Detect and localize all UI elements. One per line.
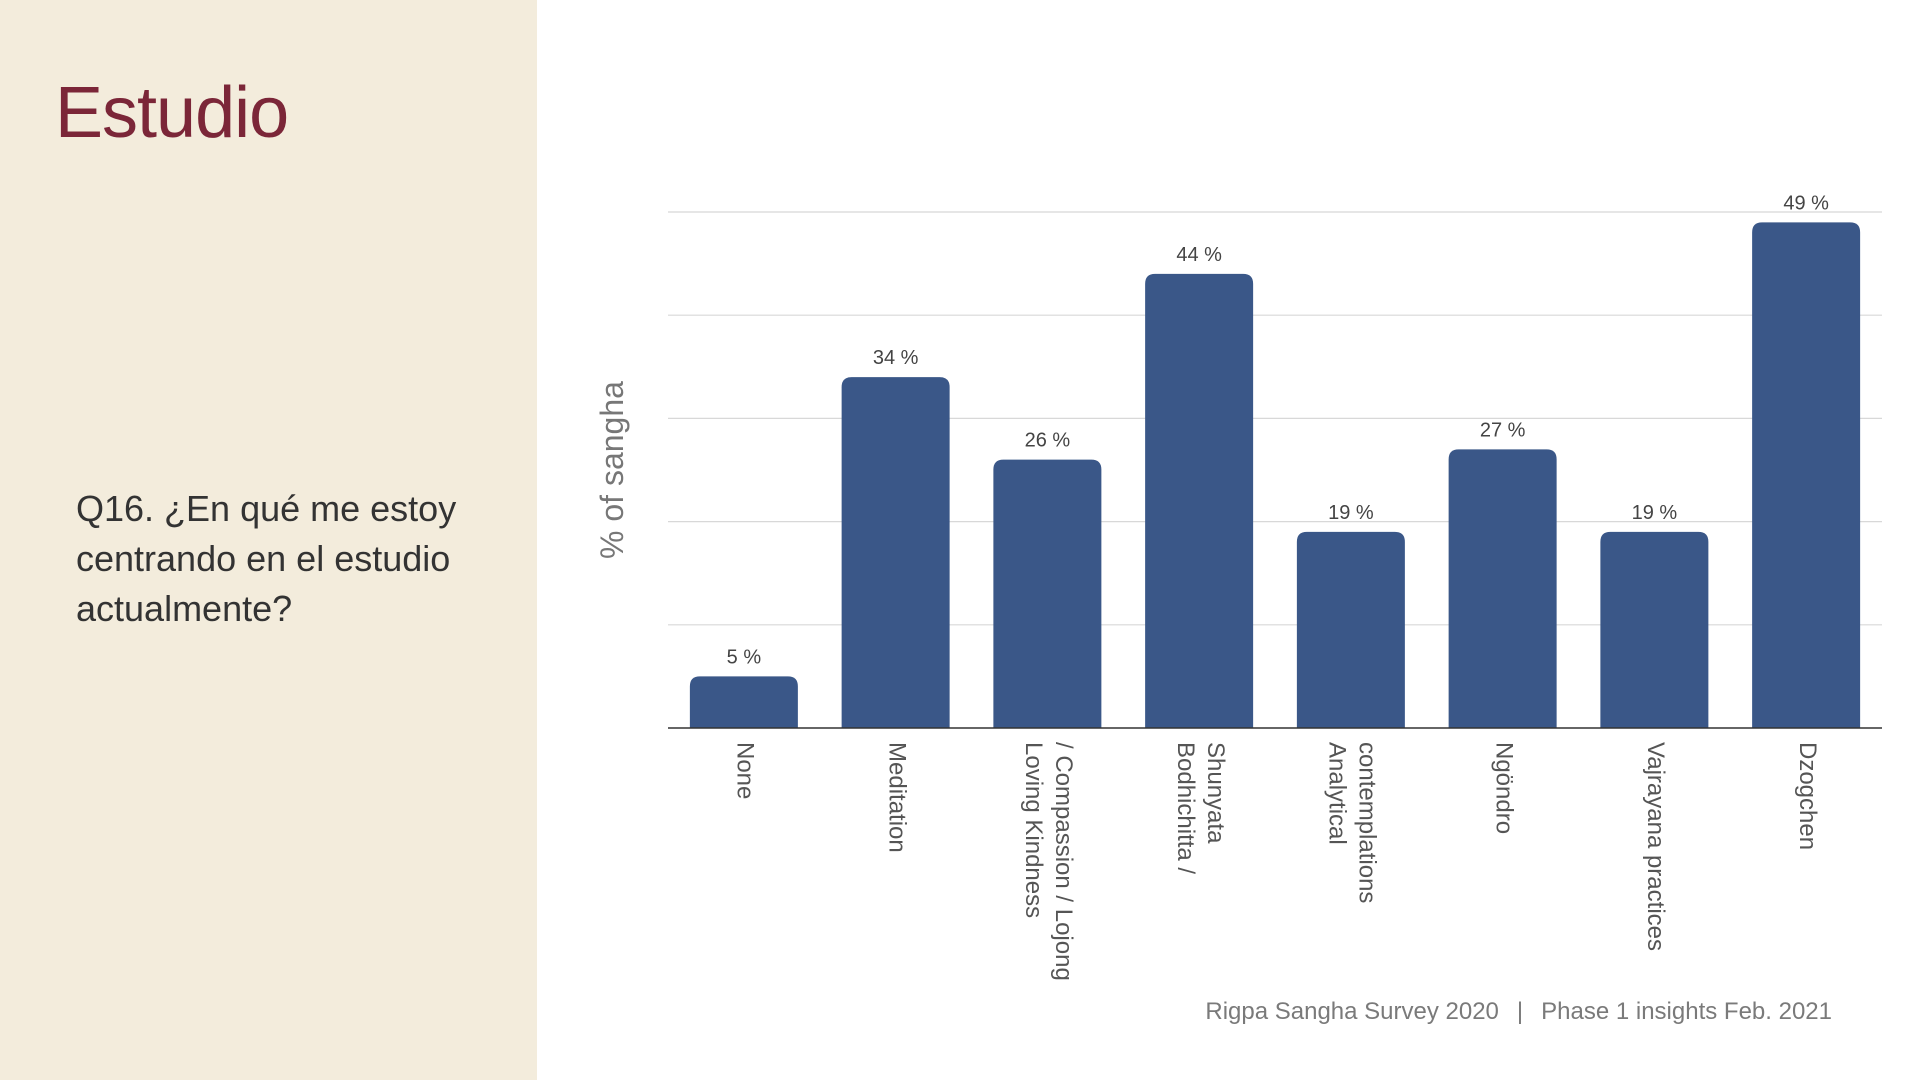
question-text: Q16. ¿En qué me estoy centrando en el es…	[76, 488, 457, 629]
value-labels: 5 % 34 % 26 % 44 % 19 % 27 % 19 % 49 %	[727, 192, 1829, 668]
left-panel	[0, 0, 537, 1080]
bar	[841, 377, 950, 728]
category-label: Analytical contemplations	[1324, 742, 1381, 903]
category-label: None	[732, 742, 759, 799]
category-labels: None Meditation Loving Kindness / Compassio…	[732, 742, 1821, 981]
category-label-line: Analytical	[1324, 742, 1351, 845]
category-label-line: None	[732, 742, 759, 799]
bar	[993, 459, 1102, 728]
bar	[1145, 273, 1254, 728]
bars	[689, 222, 1861, 728]
category-label: Ngöndro	[1490, 742, 1517, 834]
category-label: Bodhichitta / Shunyata	[1172, 742, 1229, 874]
category-label-line: Loving Kindness	[1020, 742, 1047, 918]
category-label-line: Meditation	[883, 742, 910, 853]
bar-value-label: 49 %	[1783, 192, 1829, 214]
footer-phase-note: Phase 1 insights Feb. 2021	[1541, 998, 1832, 1025]
bar-value-label: 27 %	[1480, 419, 1526, 441]
bar-value-label: 26 %	[1025, 430, 1071, 452]
slide-title: Estudio	[55, 73, 289, 153]
category-label-line: Bodhichitta /	[1172, 742, 1199, 874]
bar	[689, 676, 798, 728]
footer-survey-name: Rigpa Sangha Survey 2020	[1205, 998, 1499, 1025]
category-label: Vajrayana practices	[1642, 742, 1669, 951]
bar-value-label: 5 %	[727, 646, 762, 668]
bar	[1296, 531, 1405, 728]
footer: Rigpa Sangha Survey 2020 | Phase 1 insight…	[1205, 998, 1832, 1026]
category-label-line: / Compassion / Lojong	[1050, 742, 1077, 981]
category-label-line: contemplations	[1354, 742, 1381, 903]
category-label: Meditation	[883, 742, 910, 853]
bar-value-label: 44 %	[1176, 244, 1222, 266]
category-label-line: Vajrayana practices	[1642, 742, 1669, 951]
bar	[1448, 449, 1557, 728]
category-label-line: Shunyata	[1202, 742, 1229, 844]
bar-chart: 5 % 34 % 26 % 44 % 19 % 27 % 19 % 49 % None Medi…	[594, 192, 1882, 981]
bar	[1752, 222, 1861, 728]
category-label-line: Dzogchen	[1794, 742, 1821, 850]
y-axis-label: % of sangha	[594, 381, 630, 559]
footer-separator: |	[1516, 998, 1524, 1025]
bar-value-label: 34 %	[873, 347, 919, 369]
bar-value-label: 19 %	[1328, 502, 1374, 524]
category-label: Loving Kindness / Compassion / Lojong	[1020, 742, 1077, 981]
bar	[1600, 531, 1709, 728]
category-label: Dzogchen	[1794, 742, 1821, 850]
bar-value-label: 19 %	[1632, 502, 1678, 524]
category-label-line: Ngöndro	[1490, 742, 1517, 834]
